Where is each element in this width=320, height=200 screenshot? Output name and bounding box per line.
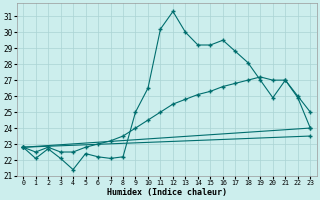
X-axis label: Humidex (Indice chaleur): Humidex (Indice chaleur)	[107, 188, 227, 197]
